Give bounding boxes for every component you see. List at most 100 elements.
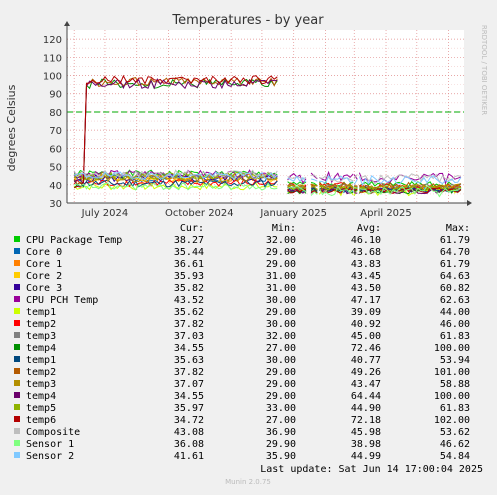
legend-swatch: [14, 248, 20, 254]
legend-value: 102.00: [434, 415, 470, 426]
legend-series-name: Composite: [26, 427, 80, 438]
legend-value: 60.82: [440, 283, 470, 294]
legend-swatch: [14, 368, 20, 374]
legend-value: 29.00: [266, 259, 296, 270]
legend-value: 37.82: [174, 367, 204, 378]
legend-value: 64.63: [440, 271, 470, 282]
watermark: RRDTOOL / TOBI OETIKER: [480, 25, 488, 115]
legend-value: 72.46: [351, 343, 381, 354]
legend-swatch: [14, 416, 20, 422]
legend-series-name: CPU Package Temp: [26, 235, 122, 246]
legend-value: 100.00: [434, 391, 470, 402]
legend-value: 29.00: [266, 247, 296, 258]
legend-value: 34.72: [174, 415, 204, 426]
legend-value: 38.98: [351, 439, 381, 450]
legend-value: 64.70: [440, 247, 470, 258]
legend-swatch: [14, 380, 20, 386]
legend-value: 33.00: [266, 403, 296, 414]
legend-value: 35.44: [174, 247, 204, 258]
legend-value: 30.00: [266, 355, 296, 366]
legend-swatch: [14, 428, 20, 434]
x-axis-arrow: [467, 200, 472, 206]
legend-header: Min:: [272, 223, 296, 234]
legend-series-name: temp6: [26, 415, 56, 426]
legend-swatch: [14, 236, 20, 242]
legend-value: 36.08: [174, 439, 204, 450]
legend-series-name: Core 0: [26, 247, 62, 258]
legend-value: 49.26: [351, 367, 381, 378]
legend-value: 32.00: [266, 331, 296, 342]
y-tick-label: 50: [49, 163, 62, 174]
legend-value: 29.00: [266, 367, 296, 378]
legend-value: 35.93: [174, 271, 204, 282]
legend-value: 37.82: [174, 319, 204, 330]
x-tick-label: January 2025: [259, 208, 327, 219]
y-axis-arrow: [64, 21, 70, 26]
legend-value: 36.90: [266, 427, 296, 438]
legend-value: 41.61: [174, 451, 204, 462]
legend-header: Cur:: [180, 223, 204, 234]
legend-value: 53.62: [440, 427, 470, 438]
legend-value: 46.10: [351, 235, 381, 246]
chart-title: Temperatures - by year: [171, 13, 324, 28]
legend-value: 61.79: [440, 259, 470, 270]
legend-value: 37.07: [174, 379, 204, 390]
legend-swatch: [14, 272, 20, 278]
legend-series-name: temp4: [26, 391, 56, 402]
legend-value: 36.61: [174, 259, 204, 270]
y-tick-labels: 30 40 50 60 70 80 90 100 110 120: [43, 35, 62, 210]
grid: [67, 30, 464, 204]
legend-series-name: temp5: [26, 403, 56, 414]
legend-swatch: [14, 440, 20, 446]
legend-value: 43.45: [351, 271, 381, 282]
y-tick-label: 70: [49, 126, 62, 137]
legend-swatch: [14, 260, 20, 266]
legend-value: 39.09: [351, 307, 381, 318]
legend-swatch: [14, 356, 20, 362]
legend-value: 30.00: [266, 295, 296, 306]
legend-value: 45.98: [351, 427, 381, 438]
x-tick-labels: July 2024 October 2024 January 2025 April 2…: [81, 208, 412, 219]
series-line: [73, 171, 461, 192]
legend-value: 44.90: [351, 403, 381, 414]
legend-swatch: [14, 284, 20, 290]
legend-series-name: temp4: [26, 343, 56, 354]
legend-value: 43.52: [174, 295, 204, 306]
series-line: [74, 171, 462, 187]
legend-series-name: temp2: [26, 319, 56, 330]
legend-value: 101.00: [434, 367, 470, 378]
legend-value: 35.82: [174, 283, 204, 294]
legend-series-name: Sensor 2: [26, 451, 74, 462]
legend-value: 54.84: [440, 451, 470, 462]
y-tick-label: 30: [49, 199, 62, 210]
series-lines: [73, 74, 462, 198]
x-tick-label: July 2024: [81, 208, 129, 219]
y-tick-label: 60: [49, 144, 62, 155]
series-line: [74, 182, 462, 198]
legend-value: 62.63: [440, 295, 470, 306]
legend-series-name: Core 2: [26, 271, 62, 282]
y-tick-label: 90: [49, 90, 62, 101]
legend-value: 40.92: [351, 319, 381, 330]
legend-header: Avg:: [357, 223, 381, 234]
last-update: Last update: Sat Jun 14 17:00:04 2025: [260, 464, 483, 475]
legend-series-name: temp3: [26, 379, 56, 390]
legend-series-name: temp1: [26, 355, 56, 366]
legend-series-name: CPU PCH Temp: [26, 295, 98, 306]
y-axis-label: degrees Celsius: [5, 84, 18, 171]
legend-value: 43.68: [351, 247, 381, 258]
legend-value: 29.90: [266, 439, 296, 450]
legend-swatch: [14, 296, 20, 302]
legend-series-name: Sensor 1: [26, 439, 74, 450]
legend: Cur: Min: Avg: Max: CPU Package Temp 38.27 32.…: [14, 223, 470, 462]
legend-value: 44.99: [351, 451, 381, 462]
legend-value: 31.00: [266, 283, 296, 294]
legend-value: 100.00: [434, 343, 470, 354]
legend-series-name: temp1: [26, 307, 56, 318]
legend-value: 46.62: [440, 439, 470, 450]
legend-value: 38.27: [174, 235, 204, 246]
legend-series-name: Core 1: [26, 259, 62, 270]
legend-value: 72.18: [351, 415, 381, 426]
